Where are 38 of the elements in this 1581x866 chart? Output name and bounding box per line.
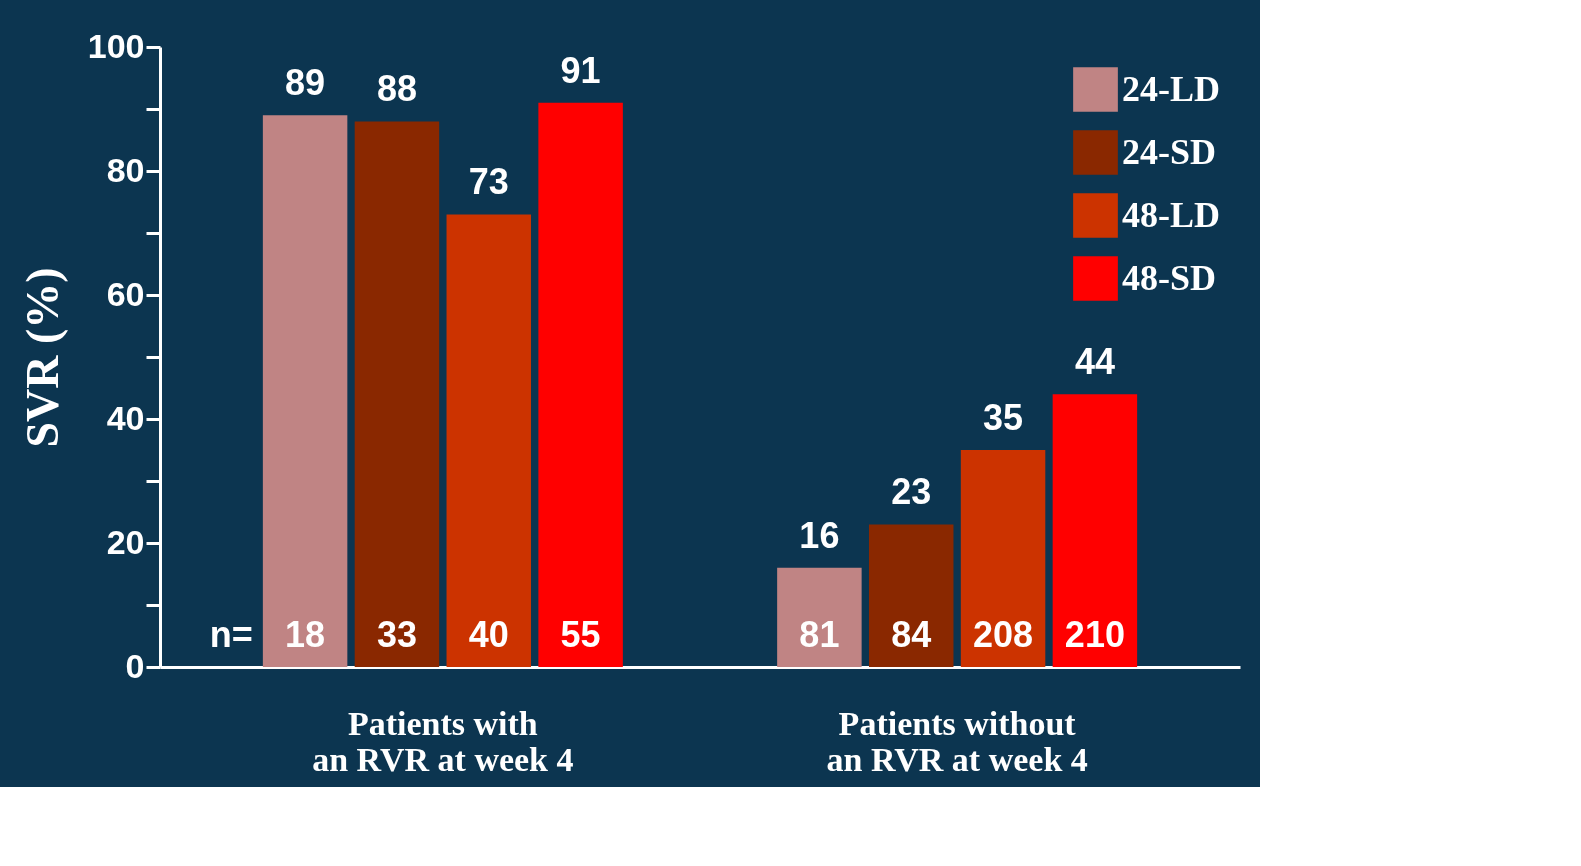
bar bbox=[868, 524, 954, 667]
annotation: 208 bbox=[973, 614, 1034, 655]
annotation: 210 bbox=[1064, 614, 1125, 655]
bar bbox=[777, 567, 862, 667]
annotation: 18 bbox=[285, 614, 326, 655]
data-label: 91 bbox=[560, 49, 601, 91]
y-tick-label: 20 bbox=[106, 522, 145, 561]
annotation: n= bbox=[209, 614, 253, 655]
legend-label: 48-SD bbox=[1122, 257, 1217, 298]
legend-label: 24-SD bbox=[1122, 131, 1217, 172]
data-label: 44 bbox=[1074, 341, 1115, 383]
data-label: 89 bbox=[285, 62, 326, 104]
x-tick-label: Patients without an RVR at week 4 bbox=[826, 704, 1088, 778]
legend-label: 48-LD bbox=[1122, 194, 1220, 235]
data-label: 88 bbox=[376, 68, 417, 110]
data-label: 73 bbox=[468, 161, 509, 203]
data-label: 35 bbox=[983, 397, 1024, 438]
x-tick-label: Patients with an RVR at week 4 bbox=[312, 704, 574, 778]
annotation: 84 bbox=[891, 614, 932, 655]
bar bbox=[1052, 394, 1138, 667]
y-axis-title: SVR (%) bbox=[16, 267, 68, 448]
annotation: 55 bbox=[560, 614, 601, 655]
y-tick-label: 40 bbox=[106, 398, 145, 437]
annotation: 81 bbox=[799, 614, 840, 655]
y-tick-label: 0 bbox=[125, 646, 145, 685]
bar bbox=[354, 121, 440, 667]
bar bbox=[446, 214, 532, 667]
data-label: 16 bbox=[799, 514, 840, 556]
bar bbox=[538, 102, 623, 667]
y-tick-label: 100 bbox=[87, 26, 145, 65]
annotation: 33 bbox=[376, 614, 417, 655]
y-tick-label: 60 bbox=[106, 274, 145, 313]
y-tick-label: 80 bbox=[106, 150, 145, 189]
annotation: 40 bbox=[468, 614, 509, 655]
bar bbox=[262, 115, 348, 667]
bar bbox=[960, 450, 1046, 667]
data-label: 23 bbox=[891, 471, 932, 513]
legend-label: 24-LD bbox=[1122, 68, 1220, 109]
